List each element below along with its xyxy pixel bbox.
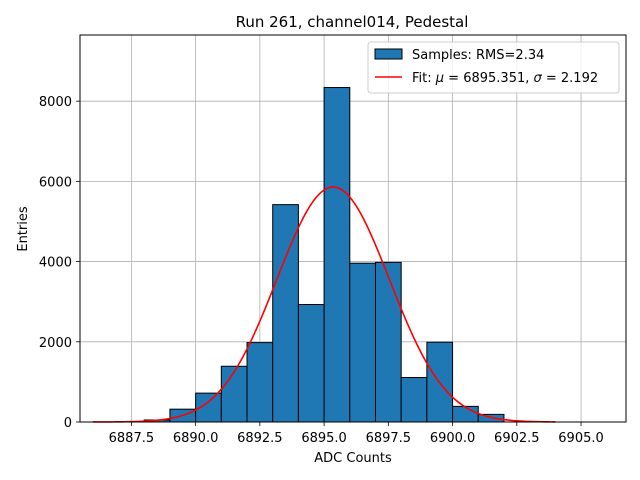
histogram-bar [400,376,428,423]
x-tick-label: 6902.5 [494,431,540,446]
legend-frame [367,41,620,94]
y-tick-label: 6000 [39,175,72,190]
axis-ticks: 6887.5 6890.0 6892.5 6895.0 6897.5 6900.0 6902… [39,95,604,446]
histogram-bar [297,303,325,423]
x-tick-label: 6897.5 [366,431,412,446]
x-tick-label: 6887.5 [109,431,155,446]
y-tick-label: 0 [64,416,72,431]
x-tick-label: 6900.0 [430,431,476,446]
histogram-bar [220,365,248,423]
x-tick-label: 6905.0 [558,431,604,446]
y-tick-label: 4000 [39,256,72,271]
y-tick-label: 8000 [39,95,72,110]
legend-histogram-label: Samples: RMS=2.34 [412,48,544,63]
chart-title: Run 261, channel014, Pedestal [236,13,469,31]
histogram-bar [323,87,351,423]
legend-fit-label: Fit: μ = 6895.351, σ = 2.192 [412,71,598,86]
fit-curve [92,186,556,423]
plot-frame [79,34,627,423]
y-axis-title: Entries [16,206,31,252]
histogram-bar [349,262,376,423]
fit-curve-group [92,186,556,423]
histogram-bar [374,261,402,423]
x-tick-label: 6892.5 [237,431,283,446]
histogram-bar [452,405,479,423]
x-tick-label: 6895.0 [301,431,347,446]
x-tick-label: 6890.0 [173,431,219,446]
x-axis-title: ADC Counts [314,451,392,466]
y-tick-label: 2000 [39,336,72,351]
legend-histogram-swatch [374,48,403,60]
legend: Samples: RMS=2.34 Fit: μ = 6895.351, σ =… [367,41,620,94]
histogram-bar [246,342,274,423]
